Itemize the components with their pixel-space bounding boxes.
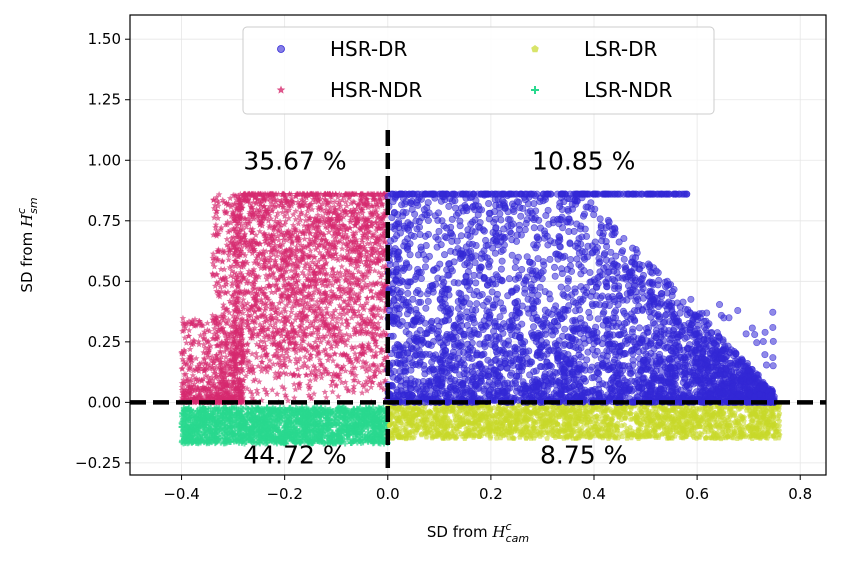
hsr-ndr-point [301,235,308,242]
hsr-ndr-point [291,394,298,401]
lsr-dr-point [627,424,633,430]
lsr-dr-point [742,423,748,429]
hsr-ndr-point [323,394,330,401]
hsr-ndr-point [358,389,366,396]
hsr-ndr-point [306,377,314,384]
lsr-ndr-point [256,440,263,447]
scatter-points [178,190,783,447]
hsr-ndr-point [329,388,336,395]
